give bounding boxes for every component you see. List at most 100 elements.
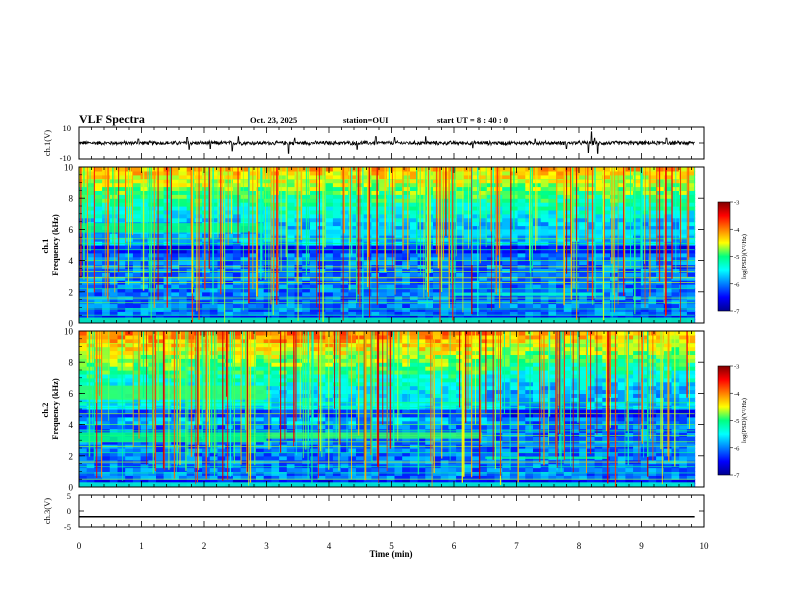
ch1-cell bbox=[132, 303, 142, 308]
ch1-cell bbox=[94, 233, 103, 238]
ch1-cell bbox=[309, 252, 319, 258]
ch2-cell bbox=[225, 455, 234, 461]
ch1-cell bbox=[556, 307, 565, 312]
ch1-cell bbox=[625, 299, 634, 305]
ch2-cell bbox=[140, 401, 149, 406]
ch2-cell bbox=[232, 354, 242, 359]
ch1-cell bbox=[610, 202, 619, 207]
ch1-cell bbox=[232, 252, 242, 258]
ch1-cell bbox=[94, 256, 103, 262]
ch1-cell bbox=[409, 237, 419, 242]
ch1-cell bbox=[563, 170, 573, 176]
ch1-cell bbox=[633, 272, 642, 277]
ch1-cell bbox=[302, 307, 311, 312]
ch1-cell bbox=[663, 186, 673, 191]
ch1-cell bbox=[279, 260, 288, 266]
ch1-cell bbox=[610, 276, 619, 281]
ch1-cell bbox=[140, 233, 149, 238]
ch1-cell bbox=[517, 186, 526, 191]
ch2-cell bbox=[240, 467, 249, 472]
ch1-cell bbox=[456, 186, 465, 191]
ch1-cell bbox=[286, 225, 296, 230]
ch2-cell bbox=[179, 479, 188, 484]
ch1-cell bbox=[409, 174, 419, 180]
ch2-cell bbox=[132, 358, 142, 363]
ch2-cell bbox=[248, 358, 257, 363]
ch1-cell bbox=[579, 252, 588, 258]
ch2-cell bbox=[148, 455, 157, 461]
ch1-cell bbox=[640, 315, 650, 320]
ch1-cell bbox=[610, 209, 619, 215]
ch1-cell bbox=[156, 245, 165, 250]
ch2-cell bbox=[102, 370, 111, 375]
ch2-cell bbox=[171, 401, 180, 406]
ch1-cell bbox=[140, 217, 149, 223]
ch1-cell bbox=[225, 256, 234, 262]
ch2-cell bbox=[325, 377, 334, 383]
ch1-cell bbox=[263, 276, 272, 281]
ch1-cell bbox=[663, 206, 673, 211]
ch1-cell bbox=[325, 206, 334, 211]
ch2-cell bbox=[79, 455, 88, 461]
ch1-cell bbox=[509, 303, 519, 308]
ch1-cell bbox=[317, 315, 326, 320]
ch2-cell bbox=[194, 471, 203, 476]
ch1-cell bbox=[417, 178, 426, 184]
ch1-cell bbox=[602, 190, 611, 195]
ch1-cell bbox=[348, 260, 357, 266]
ch1-cell bbox=[140, 237, 149, 242]
ch2-cell bbox=[225, 354, 234, 359]
ch1-cell bbox=[148, 170, 157, 176]
ch1-cell bbox=[471, 209, 480, 215]
ch1-cell bbox=[332, 311, 342, 316]
ch1-cell bbox=[379, 315, 388, 320]
ch2-cell bbox=[263, 338, 272, 344]
ch1-cell bbox=[102, 248, 111, 254]
ch1-waveform-panel: 10 -10 ch.1(V) bbox=[42, 123, 705, 163]
ch1-cell bbox=[602, 252, 611, 258]
ch2-cell bbox=[132, 479, 142, 484]
ch2-cell bbox=[225, 342, 234, 348]
ch1-cell bbox=[79, 190, 88, 195]
ch1-cell bbox=[263, 291, 272, 297]
ch2-cell bbox=[232, 412, 242, 418]
ch2-cell bbox=[263, 354, 272, 359]
ch2-cell bbox=[86, 467, 95, 472]
ch2-cell bbox=[132, 401, 142, 406]
ch1-cell bbox=[463, 260, 473, 266]
ch1-cell bbox=[433, 291, 442, 297]
ch1-cell bbox=[325, 299, 334, 305]
ch2-cell bbox=[94, 412, 103, 418]
ch1-cell bbox=[217, 311, 226, 316]
ch1-cell bbox=[440, 284, 449, 289]
ch2-cell bbox=[179, 346, 188, 352]
ch1-cell bbox=[271, 284, 280, 289]
ch1-cell bbox=[309, 225, 319, 230]
ch2-cell bbox=[79, 362, 88, 367]
ch2-cell bbox=[179, 412, 188, 418]
ch1-cell bbox=[540, 315, 549, 320]
ch2-cell bbox=[240, 479, 249, 484]
ch1-cell bbox=[625, 276, 634, 281]
ch2-cell bbox=[271, 338, 280, 344]
ch1-cell bbox=[440, 178, 449, 184]
ch1-cell bbox=[610, 311, 619, 316]
ch2-cell bbox=[271, 479, 280, 484]
ch2-cell bbox=[109, 409, 119, 414]
ch2-cell bbox=[217, 366, 226, 371]
ch1-cell bbox=[494, 303, 503, 308]
ch1-cell bbox=[209, 213, 219, 219]
ch1-cell bbox=[309, 284, 319, 289]
ch1-cell bbox=[417, 245, 426, 250]
ch1-cell bbox=[394, 252, 403, 258]
ch1-cell bbox=[686, 217, 696, 223]
ch1-cell bbox=[148, 311, 157, 316]
ch1-cell bbox=[594, 287, 603, 293]
ch1-cell bbox=[571, 198, 580, 203]
ch1-cell bbox=[86, 260, 95, 266]
ch1-cell bbox=[179, 303, 188, 308]
ch1-cell bbox=[409, 256, 419, 262]
ch2-cell bbox=[317, 455, 326, 461]
ch1-cell bbox=[79, 167, 88, 172]
ch1-cell bbox=[463, 202, 473, 207]
